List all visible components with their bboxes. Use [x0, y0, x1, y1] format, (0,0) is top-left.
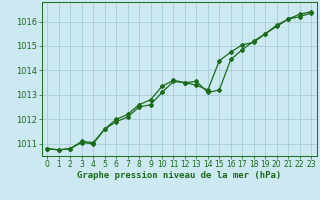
X-axis label: Graphe pression niveau de la mer (hPa): Graphe pression niveau de la mer (hPa) — [77, 171, 281, 180]
